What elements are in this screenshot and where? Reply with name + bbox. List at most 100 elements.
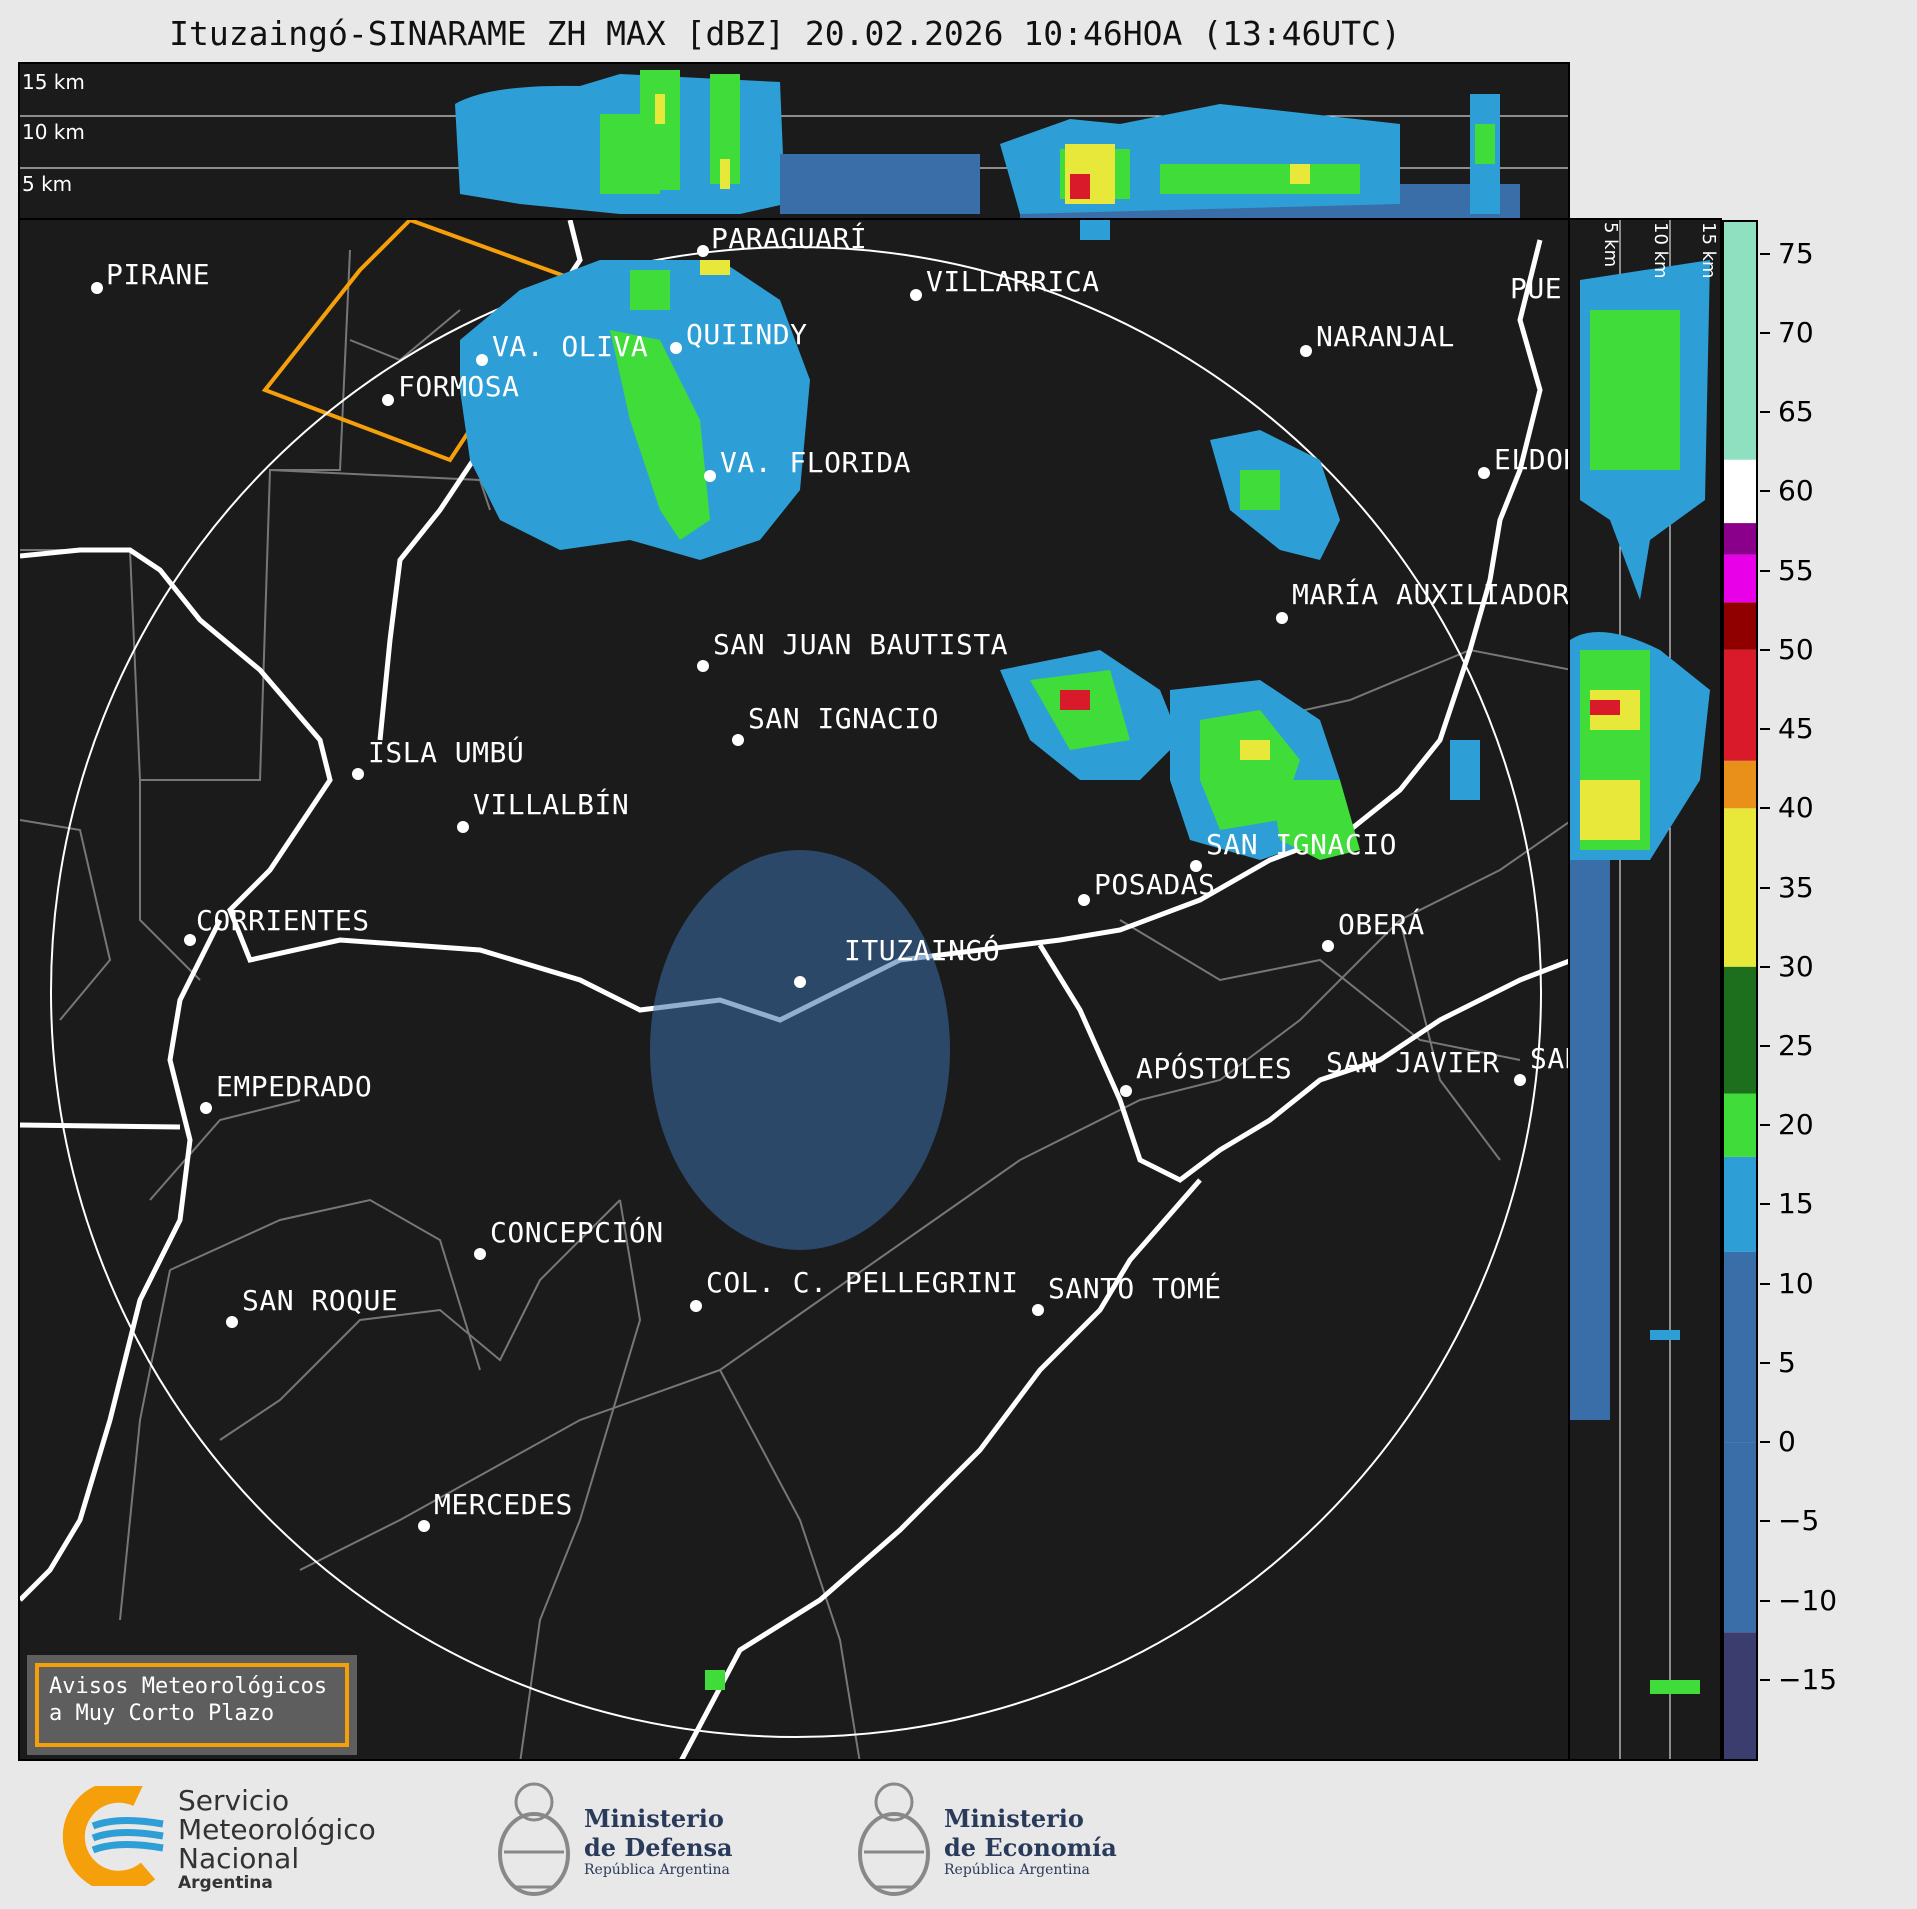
smn-emblem-icon: [62, 1786, 164, 1886]
height-label-5km: 5 km: [22, 172, 73, 196]
colorbar-tick: [1760, 965, 1770, 968]
colorbar-tick-label: 35: [1778, 870, 1814, 904]
page-title: Ituzaingó-SINARAME ZH MAX [dBZ] 20.02.20…: [169, 14, 1401, 53]
colorbar-tick-label: 0: [1778, 1425, 1796, 1459]
city-label: OBERÁ: [1338, 908, 1425, 941]
colorbar-tick: [1760, 1520, 1770, 1523]
colorbar-tick: [1760, 1124, 1770, 1127]
defensa-line-1: Ministerio: [584, 1804, 724, 1833]
city-dot: [910, 289, 922, 301]
colorbar-tick-label: 40: [1778, 791, 1814, 825]
colorbar-tick: [1760, 807, 1770, 810]
economia-line-1: Ministerio: [944, 1804, 1084, 1833]
side-cross-section-echoes: [1570, 220, 1710, 1759]
city-label: PIRANE: [106, 258, 211, 291]
city-dot: [1032, 1304, 1044, 1316]
colorbar-tick: [1760, 1441, 1770, 1444]
reflectivity-colorbar: [1722, 220, 1758, 1761]
colorbar-tick: [1760, 1203, 1770, 1206]
radar-site-label: ITUZAINGÓ: [844, 934, 1001, 967]
city-dot: [226, 1316, 238, 1328]
height-label-15km: 15 km: [22, 70, 85, 94]
city-dot: [418, 1520, 430, 1532]
city-dot: [184, 934, 196, 946]
colorbar-band: [1724, 222, 1756, 460]
radar-echoes: [460, 220, 1480, 1690]
national-seal-icon: [498, 1782, 570, 1896]
colorbar-tick-label: −15: [1778, 1662, 1838, 1696]
city-dot: [476, 354, 488, 366]
warning-line-2: a Muy Corto Plazo: [49, 1701, 275, 1726]
colorbar-tick-label: −5: [1778, 1504, 1820, 1538]
smn-line-3: Nacional: [178, 1842, 300, 1875]
city-dot: [1300, 345, 1312, 357]
city-label: CONCEPCIÓN: [490, 1216, 664, 1249]
range-ring: [50, 246, 1542, 1738]
height-label-10km: 10 km: [22, 120, 85, 144]
colorbar-tick-label: 5: [1778, 1345, 1796, 1379]
city-label: MERCEDES: [434, 1488, 573, 1521]
colorbar-band: [1724, 1632, 1756, 1759]
city-label: SAN JAVIER: [1326, 1046, 1500, 1079]
colorbar-band: [1724, 523, 1756, 555]
city-dot: [1322, 940, 1334, 952]
colorbar-tick-label: 75: [1778, 236, 1814, 270]
colorbar-band: [1724, 1156, 1756, 1252]
top-cross-section-panel: 15 km 10 km 5 km: [18, 62, 1570, 220]
colorbar-tick-label: 70: [1778, 315, 1814, 349]
colorbar-tick: [1760, 411, 1770, 414]
colorbar-tick-label: 60: [1778, 474, 1814, 508]
side-cross-section-panel: 5 km 10 km 15 km: [1568, 218, 1722, 1761]
defensa-logo[interactable]: [494, 1772, 574, 1902]
colorbar-tick: [1760, 1282, 1770, 1285]
colorbar-band: [1724, 459, 1756, 524]
city-dot: [457, 821, 469, 833]
city-label: PUE: [1510, 272, 1563, 305]
city-label: COL. C. PELLEGRINI: [706, 1266, 1019, 1299]
city-dot: [670, 342, 682, 354]
economia-logo[interactable]: [854, 1772, 934, 1902]
warning-polygon: [261, 220, 574, 463]
city-dot: [474, 1248, 486, 1260]
city-label: MARÍA AUXILIADOR: [1292, 578, 1570, 611]
warning-line-1: Avisos Meteorológicos: [49, 1674, 328, 1699]
economia-line-2: de Economía: [944, 1833, 1117, 1862]
ground-clutter: [650, 850, 950, 1250]
city-label: SAN ROQUE: [242, 1284, 399, 1317]
city-dot: [1120, 1085, 1132, 1097]
top-cross-section-echoes: [20, 70, 1568, 218]
colorbar-band: [1724, 1251, 1756, 1443]
colorbar-tick: [1760, 1678, 1770, 1681]
smn-line-1: Servicio: [178, 1784, 290, 1817]
height-label-5km: 5 km: [1600, 222, 1621, 268]
colorbar-band: [1724, 760, 1756, 809]
city-label: SAN JUAN BAUTISTA: [713, 628, 1009, 661]
city-dot: [200, 1102, 212, 1114]
city-label: VILLALBÍN: [473, 788, 630, 821]
city-label: VILLARRICA: [926, 265, 1100, 298]
colorbar-tick: [1760, 648, 1770, 651]
city-label: SAN: [1530, 1042, 1568, 1075]
colorbar-tick-label: 15: [1778, 1187, 1814, 1221]
city-dot: [1514, 1074, 1526, 1086]
city-dot: [91, 282, 103, 294]
city-label: VA. OLIVA: [492, 330, 649, 363]
colorbar-tick: [1760, 728, 1770, 731]
economia-line-3: República Argentina: [944, 1862, 1090, 1878]
city-label: PARAGUARÍ: [711, 222, 868, 255]
colorbar-tick: [1760, 1361, 1770, 1364]
colorbar-tick-label: 50: [1778, 632, 1814, 666]
city-dot: [382, 394, 394, 406]
height-label-15km: 15 km: [1698, 222, 1719, 279]
colorbar-tick-label: 25: [1778, 1028, 1814, 1062]
radar-site-dot: [794, 976, 806, 988]
city-label: SAN IGNACIO: [1206, 828, 1397, 861]
colorbar-band: [1724, 1442, 1756, 1633]
radar-map-panel[interactable]: PIRANE PARAGUARÍ VILLARRICA QUIINDY VA. …: [18, 218, 1570, 1761]
city-label: QUIINDY: [686, 318, 808, 351]
city-dot: [697, 660, 709, 672]
city-label: SANTO TOMÉ: [1048, 1272, 1222, 1305]
smn-logo[interactable]: [58, 1786, 168, 1886]
colorbar-tick-label: 20: [1778, 1108, 1814, 1142]
warning-legend-box: Avisos Meteorológicos a Muy Corto Plazo: [27, 1655, 357, 1755]
